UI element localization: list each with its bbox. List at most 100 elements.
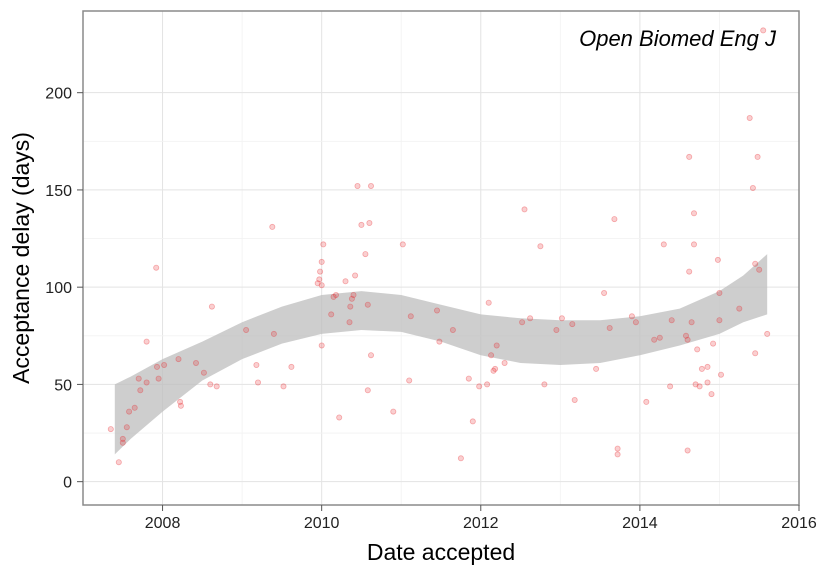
y-tick-label: 50 [54, 377, 72, 394]
data-point [737, 306, 742, 311]
data-point [559, 316, 564, 321]
data-point [343, 279, 348, 284]
data-point [208, 382, 213, 387]
data-point [753, 351, 758, 356]
data-point [116, 460, 121, 465]
data-point [120, 440, 125, 445]
x-tick-label: 2012 [463, 515, 499, 532]
data-point [434, 308, 439, 313]
data-point [494, 343, 499, 348]
x-tick-label: 2008 [145, 515, 181, 532]
data-point [319, 259, 324, 264]
data-point [520, 320, 525, 325]
data-point [450, 327, 455, 332]
data-point [333, 292, 338, 297]
data-point [244, 327, 249, 332]
data-point [437, 339, 442, 344]
journal-annotation: Open Biomed Eng J [579, 26, 777, 51]
data-point [493, 366, 498, 371]
data-point [156, 376, 161, 381]
data-point [458, 456, 463, 461]
data-point [485, 382, 490, 387]
data-point [522, 207, 527, 212]
data-point [765, 331, 770, 336]
data-point [144, 339, 149, 344]
data-point [570, 322, 575, 327]
data-point [687, 154, 692, 159]
data-point [629, 314, 634, 319]
data-point [717, 290, 722, 295]
y-tick-label: 100 [45, 280, 72, 297]
data-point [705, 364, 710, 369]
data-point [271, 331, 276, 336]
x-axis-ticks: 2008 2010 2012 2014 2016 [145, 505, 817, 532]
y-tick-label: 150 [45, 183, 72, 200]
x-tick-label: 2010 [304, 515, 340, 532]
data-point [368, 183, 373, 188]
data-point [691, 242, 696, 247]
data-point [124, 425, 129, 430]
data-point [289, 364, 294, 369]
data-point [572, 397, 577, 402]
data-point [391, 409, 396, 414]
data-point [669, 318, 674, 323]
data-point [691, 211, 696, 216]
data-point [108, 427, 113, 432]
data-point [542, 382, 547, 387]
data-point [757, 267, 762, 272]
data-point [209, 304, 214, 309]
data-point [607, 325, 612, 330]
data-point [178, 403, 183, 408]
data-point [359, 222, 364, 227]
data-point [652, 337, 657, 342]
data-point [132, 405, 137, 410]
data-point [318, 269, 323, 274]
data-point [594, 366, 599, 371]
data-point [755, 154, 760, 159]
data-point [538, 244, 543, 249]
data-point [502, 360, 507, 365]
data-point [337, 415, 342, 420]
data-point [353, 273, 358, 278]
data-point [644, 399, 649, 404]
data-point [695, 347, 700, 352]
data-point [477, 384, 482, 389]
data-point [127, 409, 132, 414]
data-point [489, 353, 494, 358]
y-axis-ticks: 0 50 100 150 200 [45, 86, 83, 492]
y-axis-title: Acceptance delay (days) [8, 132, 34, 384]
data-point [365, 302, 370, 307]
data-point [321, 242, 326, 247]
data-point [661, 242, 666, 247]
data-point [138, 388, 143, 393]
data-point [176, 357, 181, 362]
data-point [687, 269, 692, 274]
data-point [368, 353, 373, 358]
data-point [154, 265, 159, 270]
data-point [214, 384, 219, 389]
data-point [347, 320, 352, 325]
data-point [162, 362, 167, 367]
data-point [144, 380, 149, 385]
data-point [689, 320, 694, 325]
data-point [408, 314, 413, 319]
y-tick-label: 0 [63, 475, 72, 492]
data-point [329, 312, 334, 317]
data-point [255, 380, 260, 385]
data-point [365, 388, 370, 393]
data-point [348, 304, 353, 309]
data-point [715, 257, 720, 262]
data-point [466, 376, 471, 381]
data-point [270, 224, 275, 229]
data-point [136, 376, 141, 381]
data-point [753, 261, 758, 266]
data-point [685, 448, 690, 453]
data-point [747, 115, 752, 120]
data-point [615, 446, 620, 451]
data-point [351, 292, 356, 297]
y-tick-label: 200 [45, 86, 72, 103]
data-point [750, 185, 755, 190]
data-point [685, 337, 690, 342]
data-point [355, 183, 360, 188]
